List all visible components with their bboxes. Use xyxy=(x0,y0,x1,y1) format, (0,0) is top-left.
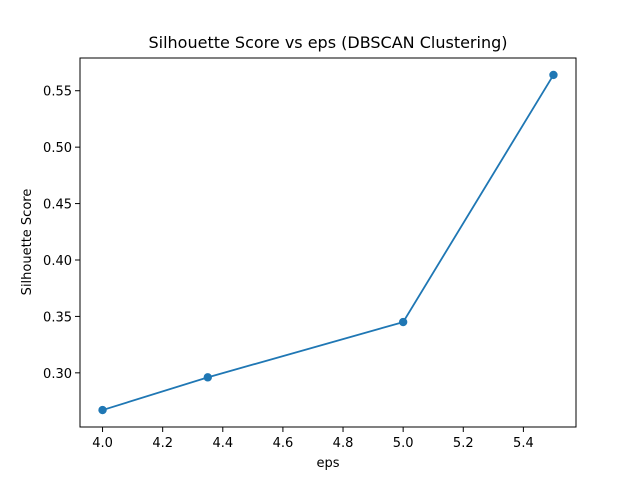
x-axis: 4.0 4.2 4.4 4.6 4.8 5.0 5.2 5.4 xyxy=(92,427,534,451)
x-tick-label: 5.4 xyxy=(513,436,534,451)
data-point xyxy=(549,70,558,80)
chart-title: Silhouette Score vs eps (DBSCAN Clusteri… xyxy=(148,33,507,52)
y-tick-label: 0.45 xyxy=(43,198,72,213)
data-point xyxy=(203,373,212,382)
data-point xyxy=(398,317,408,327)
series-layer xyxy=(98,70,558,415)
data-point xyxy=(98,405,107,415)
y-axis-label: Silhouette Score xyxy=(20,189,35,296)
x-tick-label: 5.2 xyxy=(453,436,474,451)
x-tick-label: 4.2 xyxy=(152,436,173,451)
x-axis-label: eps xyxy=(316,456,339,471)
y-tick-label: 0.50 xyxy=(43,141,72,156)
x-tick-label: 4.4 xyxy=(212,436,233,451)
x-tick-label: 4.0 xyxy=(92,436,113,451)
series-line xyxy=(102,74,555,411)
y-tick-label: 0.35 xyxy=(43,310,72,325)
y-tick-label: 0.30 xyxy=(43,367,72,382)
y-axis: 0.30 0.35 0.40 0.45 0.50 0.55 xyxy=(43,85,80,382)
x-tick-label: 4.6 xyxy=(273,436,294,451)
plot-area-frame xyxy=(79,57,577,428)
y-tick-label: 0.40 xyxy=(43,254,72,269)
y-tick-label: 0.55 xyxy=(43,85,72,100)
x-tick-label: 5.0 xyxy=(393,436,414,451)
x-tick-label: 4.8 xyxy=(333,436,354,451)
